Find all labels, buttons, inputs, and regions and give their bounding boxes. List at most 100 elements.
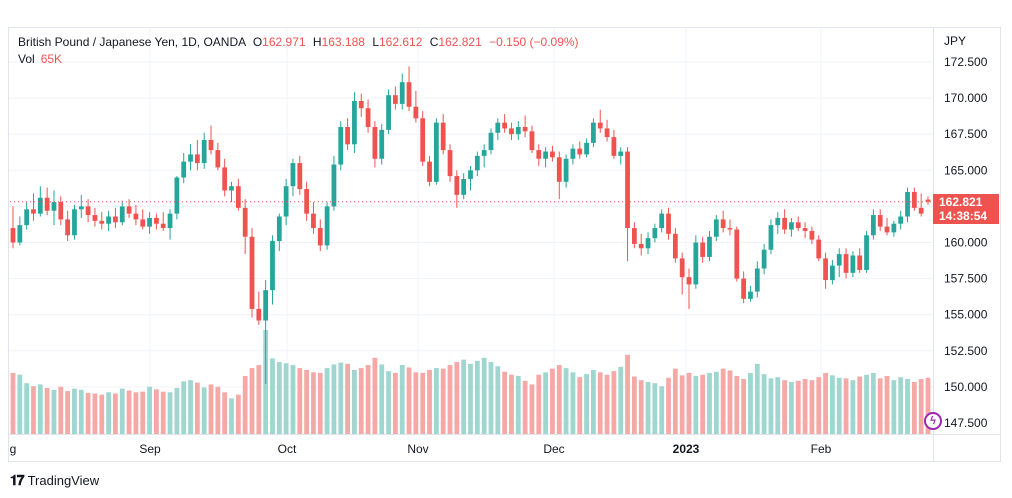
candle[interactable] [345,118,350,151]
candle[interactable] [188,144,193,171]
candle[interactable] [194,139,200,171]
candle[interactable] [324,202,330,250]
candle[interactable] [65,210,71,242]
candle[interactable] [604,119,610,142]
candle[interactable] [276,213,282,252]
brand-footer[interactable]: 𝟏𝟕 TradingView [10,472,99,489]
candle[interactable] [399,73,405,110]
candle[interactable] [795,216,801,231]
candle[interactable] [727,219,733,236]
candle[interactable] [317,219,323,252]
candle[interactable] [167,209,173,240]
candle[interactable] [85,199,91,223]
candle[interactable] [911,187,917,211]
candle[interactable] [563,154,569,188]
candle[interactable] [748,285,753,302]
events-lightning-icon[interactable]: ϟ [924,412,942,430]
candle[interactable] [816,235,822,262]
candle[interactable] [290,158,296,197]
candle[interactable] [147,212,152,234]
candle[interactable] [106,210,111,231]
candle[interactable] [686,268,692,309]
candle[interactable] [215,142,221,171]
candle[interactable] [550,145,555,162]
candle[interactable] [830,259,835,285]
candle[interactable] [154,213,159,230]
candle[interactable] [474,151,480,177]
candle[interactable] [672,228,678,263]
candle[interactable] [406,66,412,112]
candle[interactable] [92,207,98,227]
candle[interactable] [659,209,665,233]
candle[interactable] [222,158,228,197]
candle[interactable] [311,202,316,234]
candle[interactable] [338,121,344,171]
candle[interactable] [543,147,549,168]
candle[interactable] [809,226,815,244]
candle[interactable] [864,230,869,273]
candle[interactable] [884,217,890,236]
candle[interactable] [700,236,706,263]
candle[interactable] [433,118,439,185]
candle[interactable] [160,212,166,231]
candle[interactable] [741,271,747,304]
candle[interactable] [263,280,269,385]
candle[interactable] [768,219,774,255]
candle[interactable] [918,193,924,217]
candle[interactable] [597,109,603,133]
candle[interactable] [392,86,398,110]
candle[interactable] [720,210,726,233]
candle[interactable] [17,216,23,246]
candle[interactable] [857,248,863,273]
candle[interactable] [754,261,760,298]
candle[interactable] [440,113,446,155]
candle[interactable] [208,125,214,155]
candle[interactable] [631,222,637,249]
candle[interactable] [454,170,460,208]
candle[interactable] [140,209,146,230]
candle[interactable] [181,152,187,184]
candle[interactable] [611,129,617,159]
candle[interactable] [584,138,589,158]
candle[interactable] [481,144,487,168]
candle[interactable] [734,226,740,282]
candle[interactable] [761,243,767,275]
candle[interactable] [10,206,16,249]
candle[interactable] [24,202,30,230]
candle[interactable] [529,125,535,153]
candle[interactable] [782,209,787,234]
candle[interactable] [522,115,528,138]
candle[interactable] [427,155,432,187]
candle[interactable] [802,222,808,239]
candle[interactable] [556,151,562,200]
candle[interactable] [461,173,467,200]
candle[interactable] [693,235,699,289]
candle[interactable] [72,204,77,240]
candle[interactable] [666,207,671,240]
candle[interactable] [713,215,719,242]
candle[interactable] [577,141,583,159]
candle[interactable] [235,178,241,211]
candle[interactable] [331,155,337,211]
candle[interactable] [652,223,658,243]
candle[interactable] [925,196,931,205]
candle[interactable] [270,235,275,305]
candle[interactable] [413,90,419,123]
candle[interactable] [358,93,364,117]
candle[interactable] [256,291,262,325]
candle[interactable] [297,155,303,195]
candle[interactable] [843,248,849,279]
candle[interactable] [591,118,596,148]
candle[interactable] [420,111,426,166]
candle[interactable] [352,92,357,153]
candle[interactable] [365,99,371,133]
candle[interactable] [37,186,43,217]
candle[interactable] [509,122,514,140]
candle[interactable] [536,144,542,166]
candle[interactable] [249,228,255,318]
candle[interactable] [679,252,685,295]
candle[interactable] [645,232,651,255]
candle[interactable] [44,187,50,216]
candle[interactable] [242,199,248,255]
candle[interactable] [51,190,57,226]
